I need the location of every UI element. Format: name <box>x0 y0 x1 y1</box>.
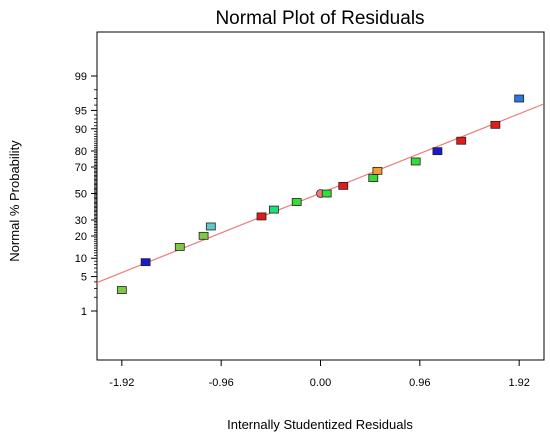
data-point <box>140 258 151 267</box>
data-points <box>116 94 525 294</box>
x-tick-label: -1.92 <box>109 377 134 389</box>
data-point <box>291 198 302 206</box>
data-point <box>372 166 383 175</box>
chart-title: Normal Plot of Residuals <box>215 8 424 29</box>
data-point <box>116 286 127 294</box>
y-tick-label: 20 <box>75 231 87 243</box>
y-tick-label: 99 <box>75 71 87 83</box>
x-tick-label: 0.00 <box>310 377 331 389</box>
data-point <box>456 136 467 145</box>
x-axis-title: Internally Studentized Residuals <box>227 417 413 432</box>
data-point <box>321 189 332 198</box>
data-point <box>490 120 501 129</box>
y-tick-label: 70 <box>75 162 87 174</box>
data-point <box>514 94 525 103</box>
x-axis: -1.92 -0.96 0.00 0.96 1.92 <box>109 360 530 389</box>
y-tick-label: 90 <box>75 124 87 136</box>
y-tick-label: 80 <box>75 146 87 158</box>
data-point <box>269 205 279 214</box>
y-tick-label: 95 <box>75 105 87 117</box>
data-point <box>338 181 349 190</box>
data-point <box>198 231 209 240</box>
y-tick-label: 5 <box>81 272 87 284</box>
y-axis-title: Normal % Probability <box>7 140 22 262</box>
data-point <box>368 174 379 182</box>
data-point <box>205 222 216 231</box>
x-tick-label: -0.96 <box>209 377 234 389</box>
data-point <box>256 212 267 221</box>
y-tick-label: 50 <box>75 189 87 201</box>
data-point <box>410 157 421 166</box>
y-tick-label: 1 <box>81 306 87 318</box>
x-tick-label: 1.92 <box>508 377 529 389</box>
y-axis: 1 5 10 20 30 50 70 80 90 95 99 <box>75 71 97 318</box>
x-tick-label: 0.96 <box>409 377 430 389</box>
y-tick-label: 30 <box>75 215 87 227</box>
y-tick-label: 10 <box>75 253 87 265</box>
data-point <box>174 243 185 251</box>
data-point <box>432 147 443 156</box>
